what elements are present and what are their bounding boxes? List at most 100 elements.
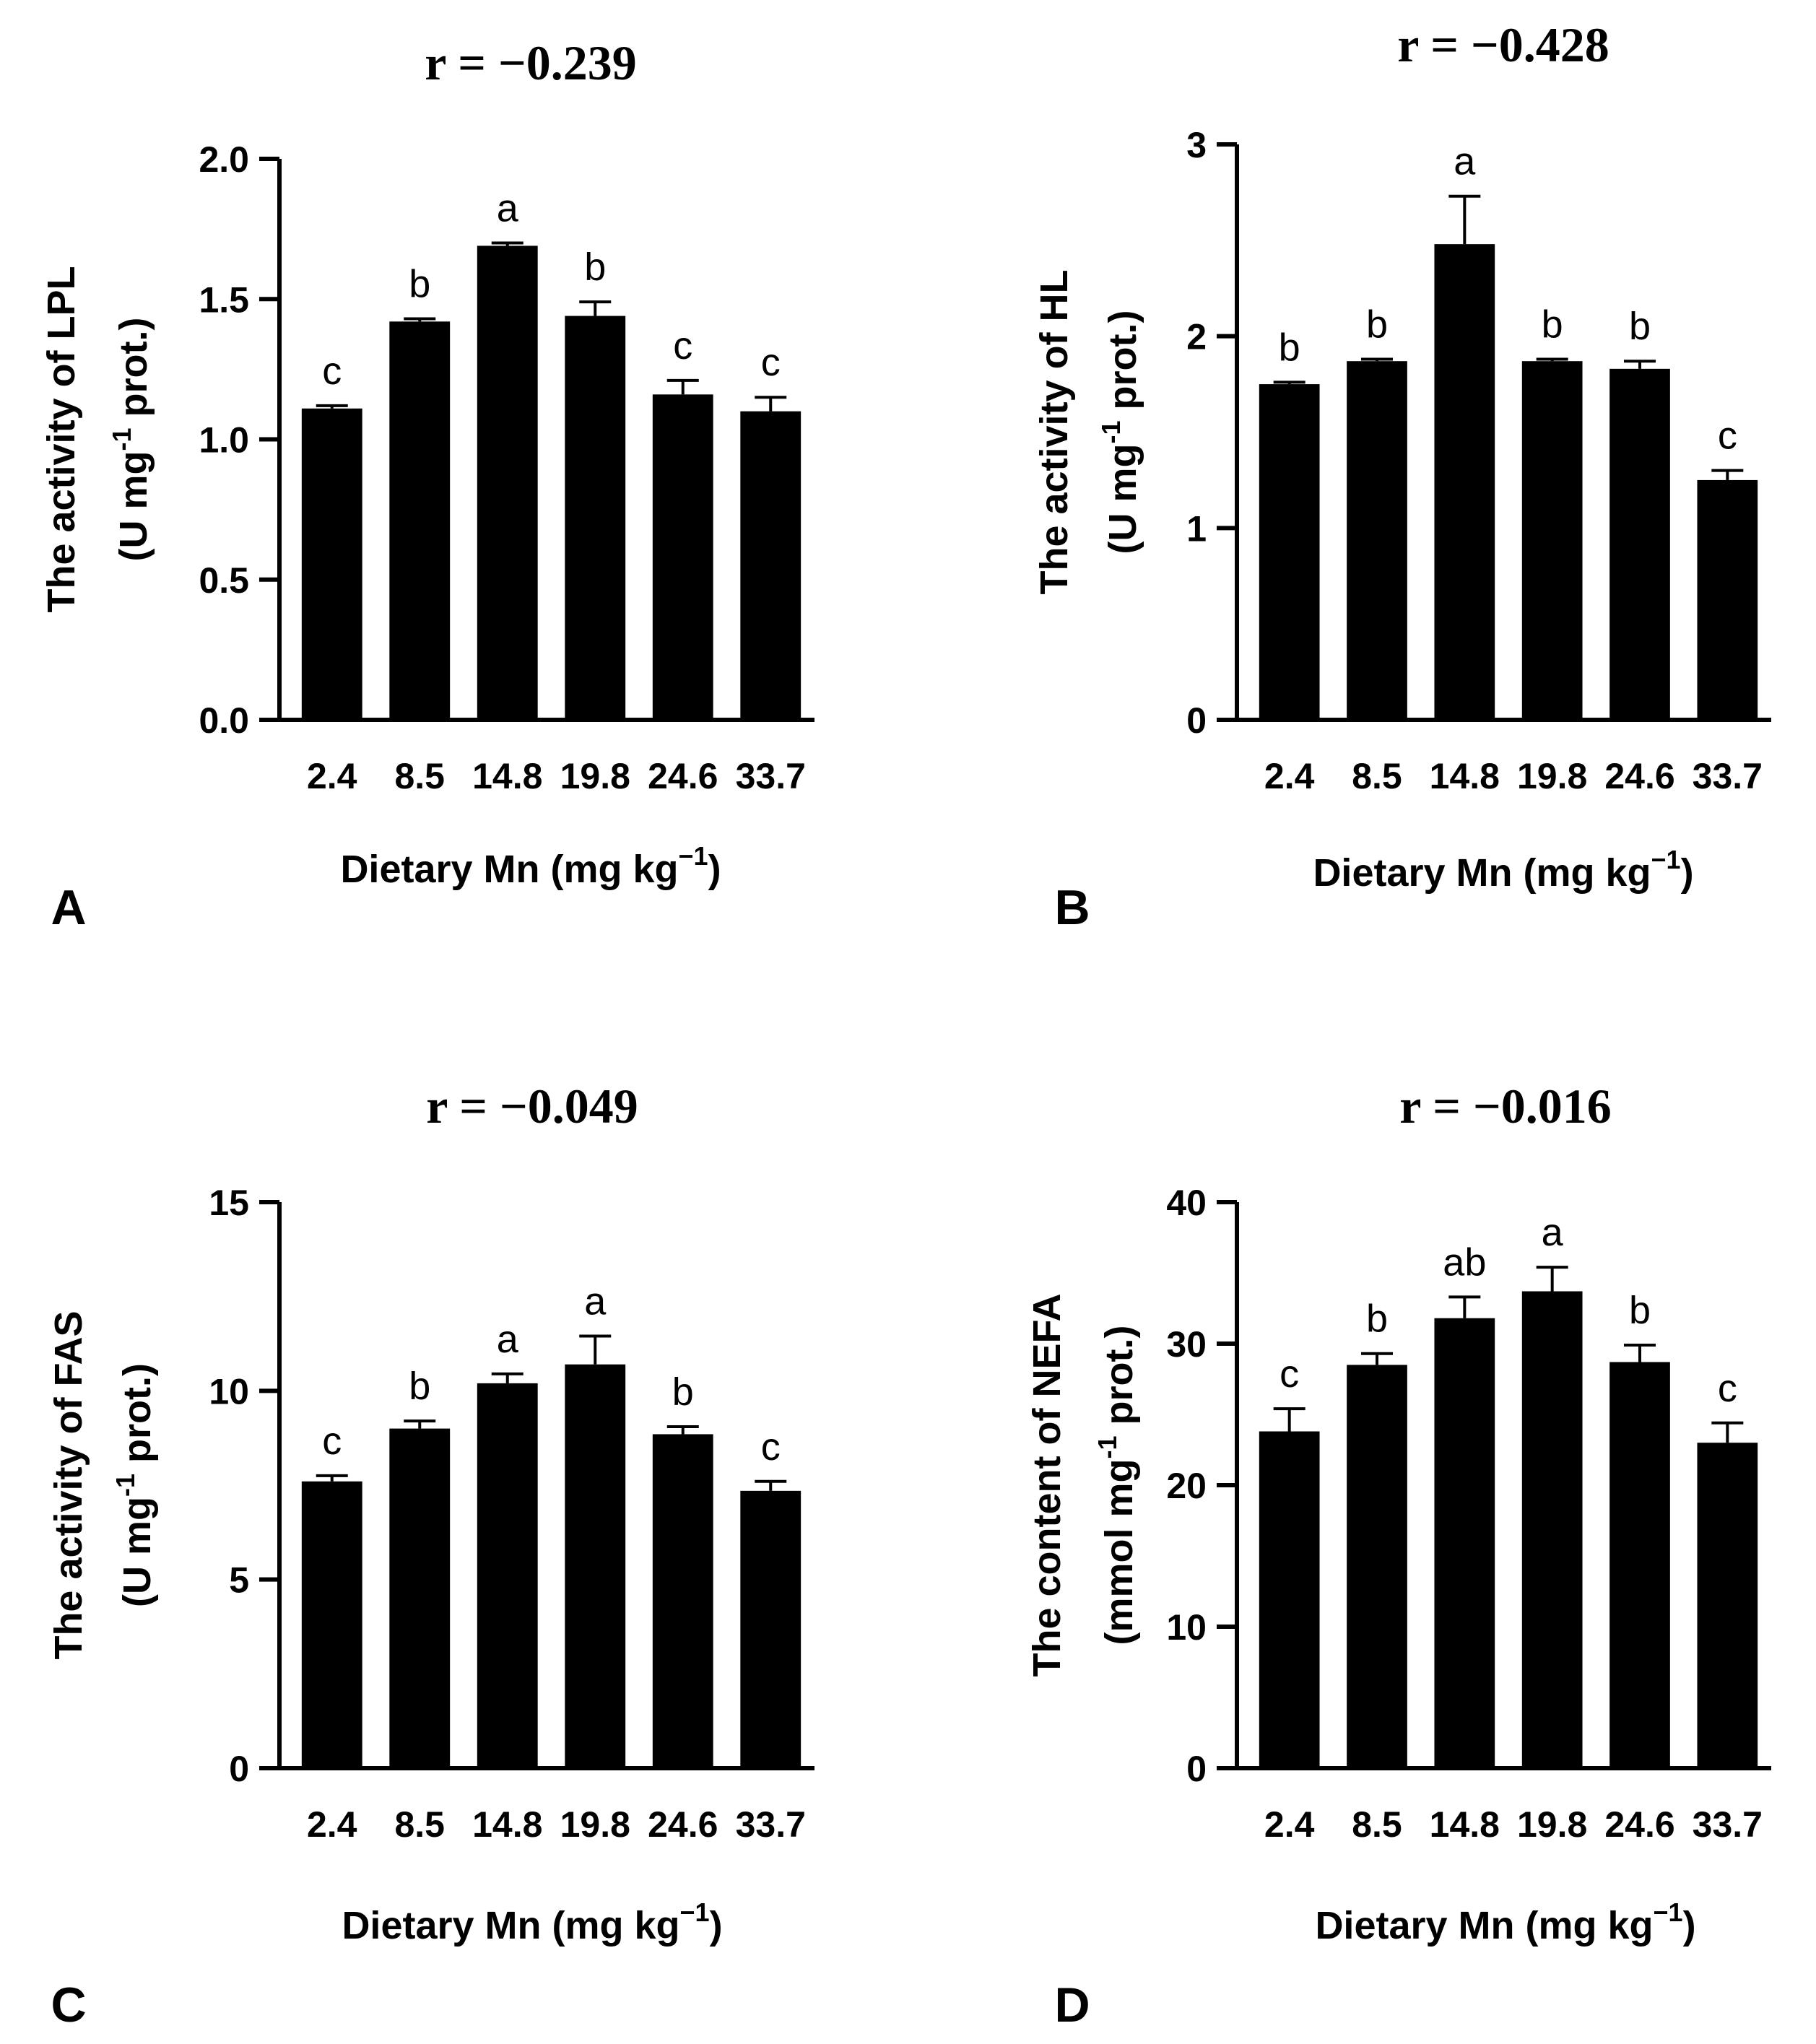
x-label-text: Dietary Mn (mg kg xyxy=(1313,851,1651,895)
panel-letter: C xyxy=(51,1978,86,2032)
y-axis-unit-label: (U mg-1 prot.) xyxy=(1096,310,1144,555)
bar xyxy=(477,1383,538,1768)
x-tick-label: 24.6 xyxy=(648,1804,718,1845)
significance-letter: a xyxy=(497,187,519,230)
y-unit-text: (mmol mg xyxy=(1098,1458,1141,1645)
y-axis-label: The activity of HL xyxy=(1033,269,1076,594)
y-tick-label: 0 xyxy=(1186,1749,1207,1789)
bar xyxy=(1434,244,1495,720)
bar xyxy=(1434,1318,1495,1768)
y-unit-text: (U mg xyxy=(112,451,155,562)
x-label-text: Dietary Mn (mg kg xyxy=(1315,1904,1653,1947)
x-tick-label: 14.8 xyxy=(472,756,542,796)
bar xyxy=(740,411,801,720)
significance-letter: c xyxy=(322,1419,342,1463)
bar xyxy=(565,1364,626,1768)
x-tick-label: 2.4 xyxy=(1264,756,1315,796)
x-label-text: ) xyxy=(1683,1904,1696,1947)
y-tick-label: 3 xyxy=(1186,125,1207,165)
y-unit-text: prot.) xyxy=(1098,1326,1141,1436)
x-label-text: ) xyxy=(710,1904,723,1947)
x-tick-label: 8.5 xyxy=(394,756,445,796)
chart-title: r = −0.428 xyxy=(1397,17,1609,72)
x-axis-label: Dietary Mn (mg kg−1) xyxy=(1315,1897,1695,1947)
significance-letter: ab xyxy=(1443,1240,1486,1284)
y-unit-superscript: -1 xyxy=(1096,420,1126,443)
panel-letter: B xyxy=(1054,880,1090,935)
y-unit-superscript: -1 xyxy=(1092,1435,1122,1458)
x-label-text: ) xyxy=(708,848,721,891)
x-tick-label: 2.4 xyxy=(307,756,357,796)
y-tick-label: 1 xyxy=(1186,508,1207,549)
y-axis-label: The activity of LPL xyxy=(40,266,83,612)
x-tick-label: 8.5 xyxy=(394,1804,445,1845)
y-tick-label: 30 xyxy=(1166,1324,1207,1365)
significance-letter: b xyxy=(584,245,606,289)
panel-c: r = −0.049 0 5 10 15 c 2.4 b 8.5 a 14.8 a 19.8 b 24.6 c… xyxy=(47,1079,814,2032)
x-label-superscript: −1 xyxy=(680,1897,710,1927)
y-unit-text: (U mg xyxy=(1101,444,1144,555)
y-tick-label: 1.0 xyxy=(199,420,249,461)
x-label-superscript: −1 xyxy=(679,841,708,871)
significance-letter: a xyxy=(1454,140,1476,183)
bar xyxy=(1609,1362,1670,1768)
panel-d: r = −0.016 0 10 20 30 40 c 2.4 b 8.5 ab 14.8 a 19.8 b 2… xyxy=(1025,1079,1771,2032)
y-unit-superscript: -1 xyxy=(107,427,136,451)
y-axis-unit-label: (U mg-1 prot.) xyxy=(110,1363,159,1607)
significance-letter: c xyxy=(1280,1352,1299,1396)
y-tick-label: 0.0 xyxy=(199,700,249,741)
significance-letter: c xyxy=(1718,414,1737,458)
bar xyxy=(565,316,626,720)
y-tick-label: 2.0 xyxy=(199,139,249,180)
significance-letter: b xyxy=(1366,303,1388,347)
x-tick-label: 8.5 xyxy=(1352,756,1402,796)
y-unit-text: prot.) xyxy=(116,1363,159,1474)
significance-letter: a xyxy=(584,1280,607,1323)
panel-b: r = −0.428 0 1 2 3 b 2.4 b 8.5 a 14.8 b 19.8 b 24.6 c 33… xyxy=(1033,17,1771,935)
y-unit-text: prot.) xyxy=(1101,310,1144,421)
bar xyxy=(1347,361,1407,720)
y-axis-unit-label: (mmol mg-1 prot.) xyxy=(1092,1326,1141,1645)
x-tick-label: 33.7 xyxy=(1693,1804,1763,1845)
bar xyxy=(1259,1431,1320,1768)
significance-letter: b xyxy=(1366,1297,1388,1341)
bar xyxy=(301,408,362,720)
y-tick-label: 2 xyxy=(1186,317,1207,357)
y-tick-label: 0 xyxy=(1186,700,1207,741)
panel-a: r = −0.239 0.0 0.5 1.0 1.5 2.0 c 2.4 b 8.5 a 14.8 b 1… xyxy=(40,35,814,935)
x-tick-label: 24.6 xyxy=(1604,756,1674,796)
bar xyxy=(652,1434,713,1768)
x-label-text: Dietary Mn (mg kg xyxy=(342,1904,679,1947)
y-tick-label: 1.5 xyxy=(199,279,249,320)
x-axis-label: Dietary Mn (mg kg−1) xyxy=(1313,845,1693,895)
x-label-superscript: −1 xyxy=(1651,845,1681,874)
significance-letter: c xyxy=(322,349,342,393)
x-tick-label: 19.8 xyxy=(1517,1804,1587,1845)
significance-letter: a xyxy=(1542,1211,1564,1254)
y-unit-text: (U mg xyxy=(116,1497,159,1607)
chart-title: r = −0.049 xyxy=(426,1079,638,1134)
bar xyxy=(1697,479,1758,720)
bar xyxy=(652,394,713,720)
y-axis-label: The activity of FAS xyxy=(47,1310,90,1659)
significance-letter: b xyxy=(1279,326,1300,369)
x-tick-label: 33.7 xyxy=(736,756,806,796)
bar xyxy=(301,1481,362,1768)
significance-letter: b xyxy=(1629,1289,1651,1332)
x-tick-label: 2.4 xyxy=(307,1804,357,1845)
panel-letter: A xyxy=(51,880,86,935)
bar xyxy=(1521,1291,1583,1768)
x-label-text: ) xyxy=(1681,851,1694,895)
x-tick-label: 33.7 xyxy=(736,1804,806,1845)
x-axis-label: Dietary Mn (mg kg−1) xyxy=(342,1897,722,1947)
chart-title: r = −0.016 xyxy=(1399,1079,1611,1134)
y-tick-label: 10 xyxy=(209,1371,249,1412)
x-tick-label: 19.8 xyxy=(1517,756,1587,796)
y-axis-label: The content of NEFA xyxy=(1025,1294,1069,1677)
x-tick-label: 33.7 xyxy=(1693,756,1763,796)
y-unit-superscript: -1 xyxy=(110,1474,140,1497)
chart-title: r = −0.239 xyxy=(425,35,636,90)
significance-letter: a xyxy=(497,1318,519,1361)
significance-letter: c xyxy=(761,341,781,384)
